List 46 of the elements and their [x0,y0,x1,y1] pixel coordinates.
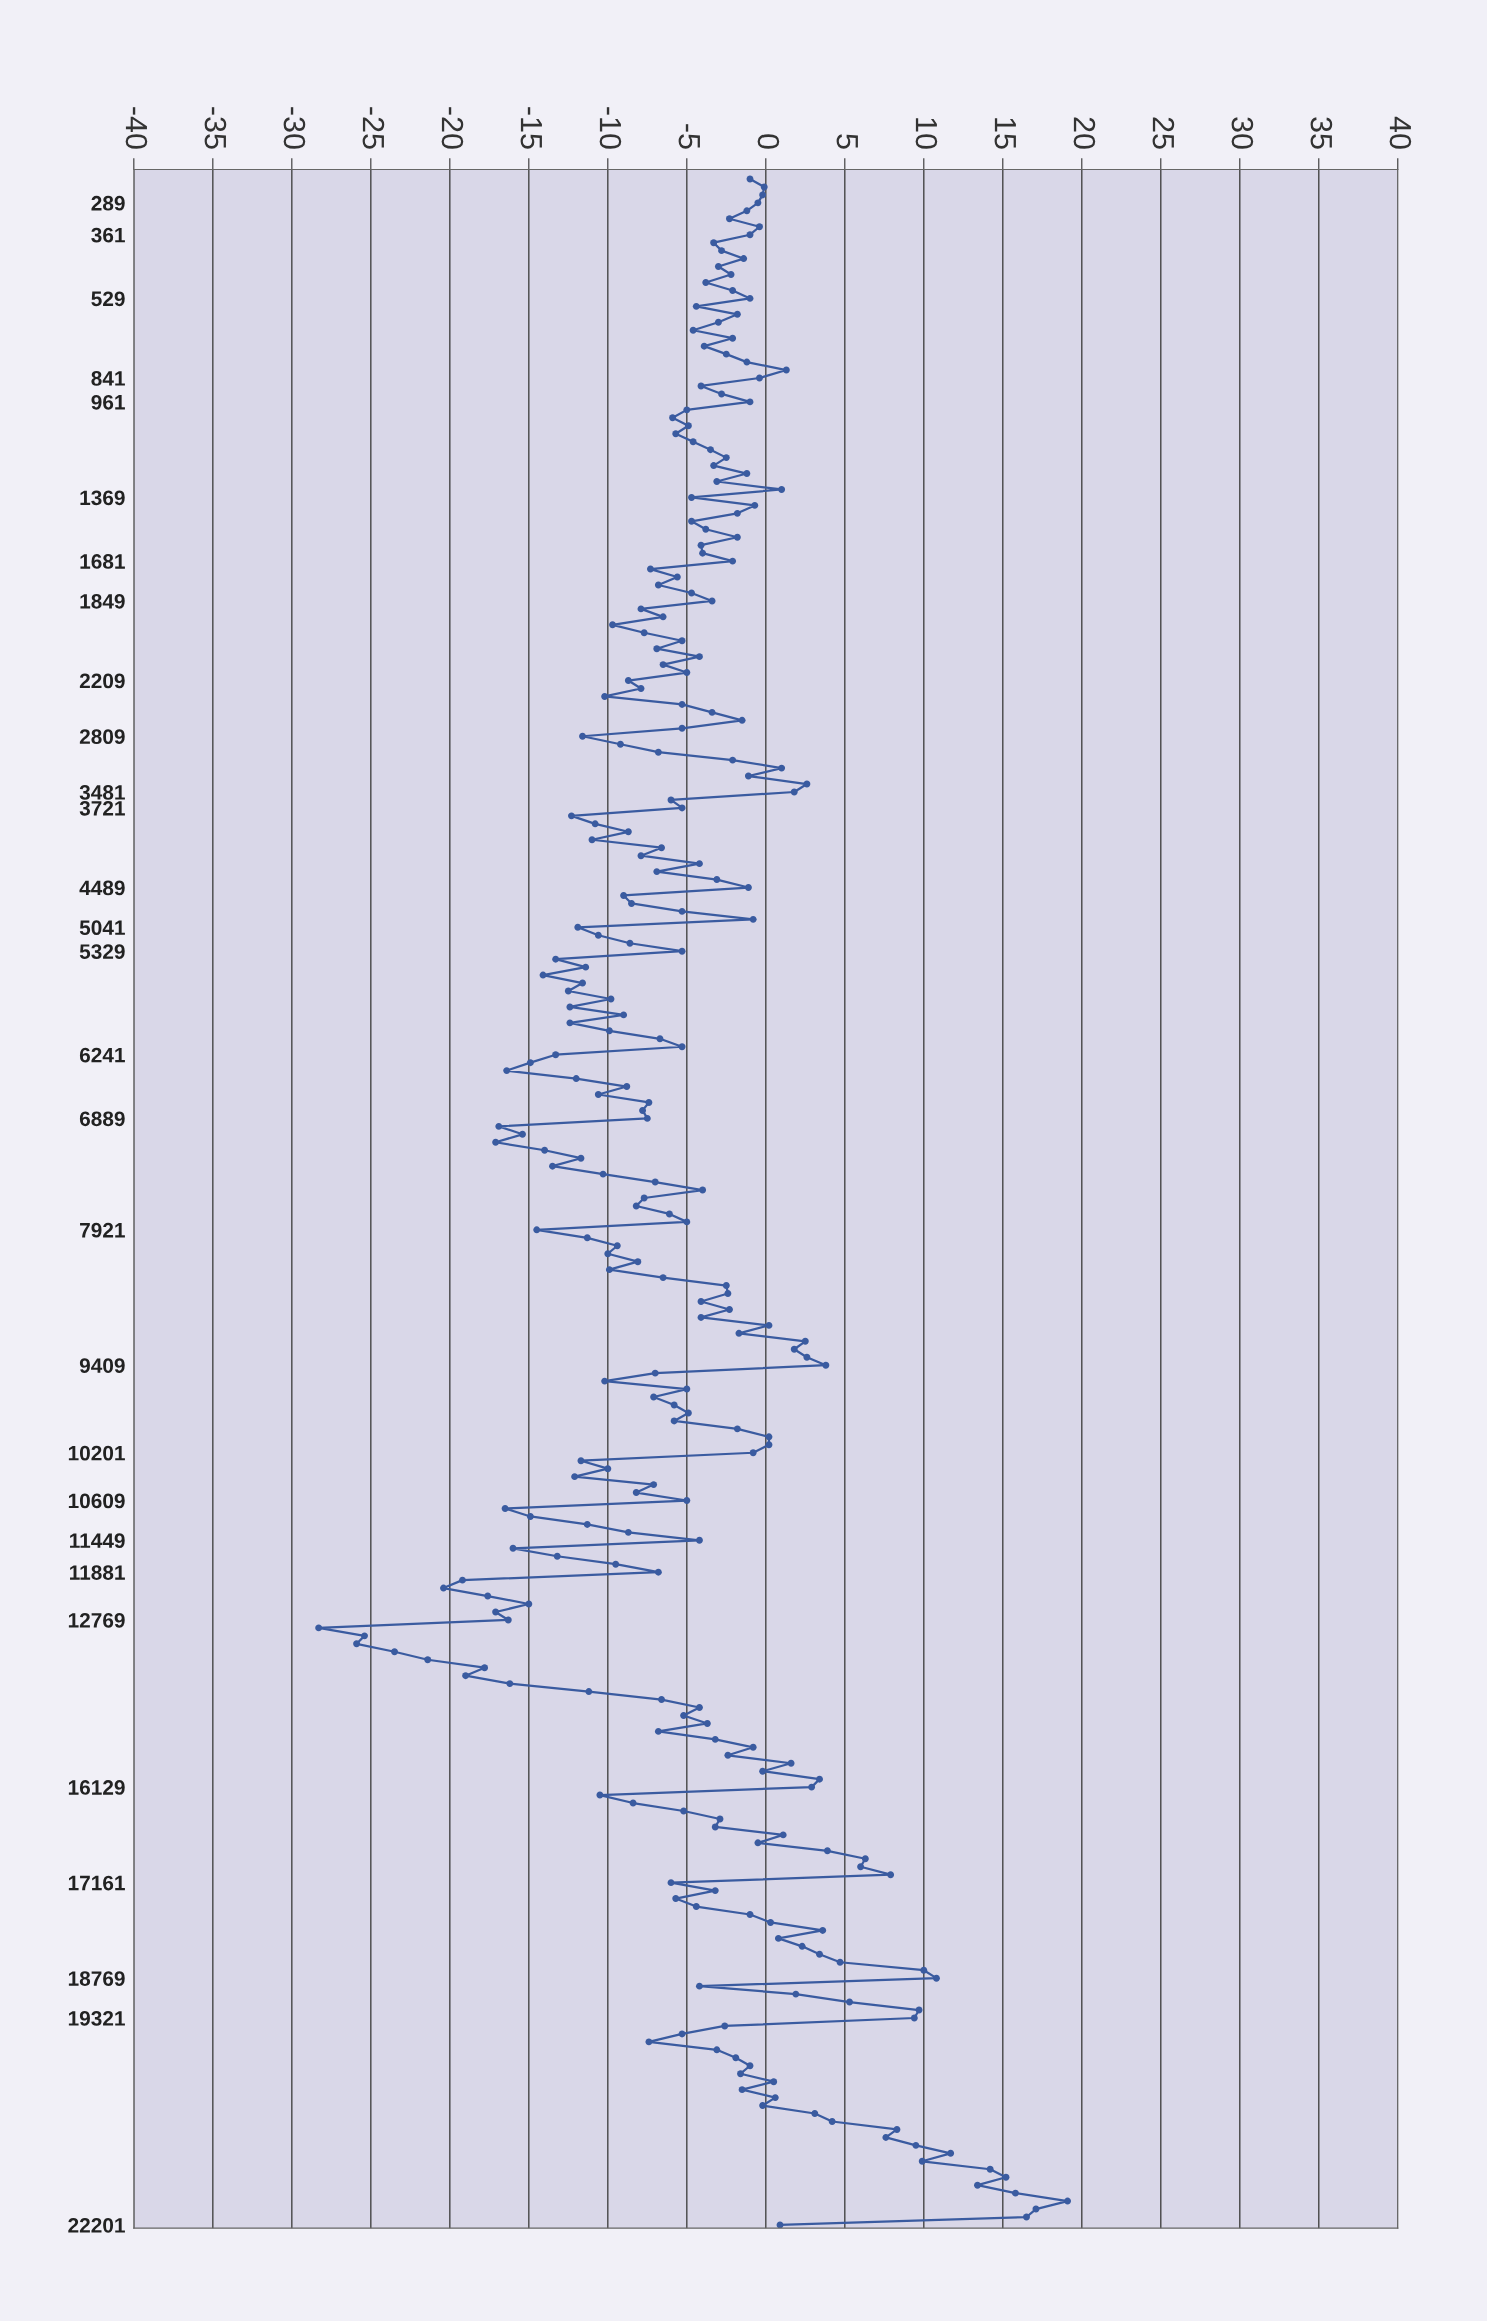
y-tick-label: 3481 [79,784,125,800]
y-tick-label: 22201 [68,2217,125,2233]
x-tick-label: 40 [1389,116,1412,149]
y-tick-label: 1369 [80,490,125,506]
y-tick-label: 841 [91,371,125,386]
y-tick-label: 961 [91,394,125,410]
x-tick-label: -5 [678,124,700,149]
y-tick-label: 6241 [79,1047,125,1063]
y-tick-label: 1681 [80,554,125,569]
x-tick-label: -10 [599,107,622,149]
y-tick-label: 6889 [79,1111,125,1127]
y-tick-label: 529 [91,291,125,307]
y-tick-label: 1849 [80,593,125,609]
y-tick-label: 9409 [79,1358,125,1373]
y-tick-label: 11881 [70,1565,125,1580]
x-tick-label: 5 [836,134,858,149]
y-tick-label: 2209 [79,673,125,689]
y-tick-label: 2809 [79,729,125,745]
y-tick-label: 16129 [68,1780,125,1795]
x-tick-label: -15 [520,107,542,149]
y-tick-label: 18769 [68,1971,125,1986]
y-tick-label: 5329 [79,944,125,959]
y-tick-label: 11449 [70,1533,125,1549]
y-tick-label: 7921 [80,1222,125,1238]
x-tick-label: 35 [1310,117,1333,149]
x-tick-label: -20 [441,107,464,149]
x-tick-label: 10 [915,118,938,149]
y-tick-label: 10201 [68,1445,125,1461]
x-tick-label: 20 [1073,117,1096,149]
y-tick-label: 5041 [79,920,125,936]
y-tick-label: 12769 [68,1612,125,1628]
x-tick-label: 25 [1152,117,1175,149]
x-tick-label: 15 [994,118,1016,149]
x-tick-label: -30 [283,107,306,149]
x-tick-label: 0 [757,134,780,149]
x-tick-label: -35 [204,107,227,149]
y-tick-label: 10609 [68,1493,125,1509]
x-tick-label: -40 [125,107,148,149]
y-tick-label: 3721 [79,800,125,816]
y-tick-label: 4489 [79,880,125,896]
y-tick-label: 17161 [68,1875,125,1891]
y-tick-label: 19321 [68,2010,125,2026]
y-tick-label: 361 [91,227,125,243]
y-tick-label: 289 [91,195,125,211]
x-tick-label: 30 [1231,117,1254,149]
x-tick-label: -25 [362,107,385,149]
